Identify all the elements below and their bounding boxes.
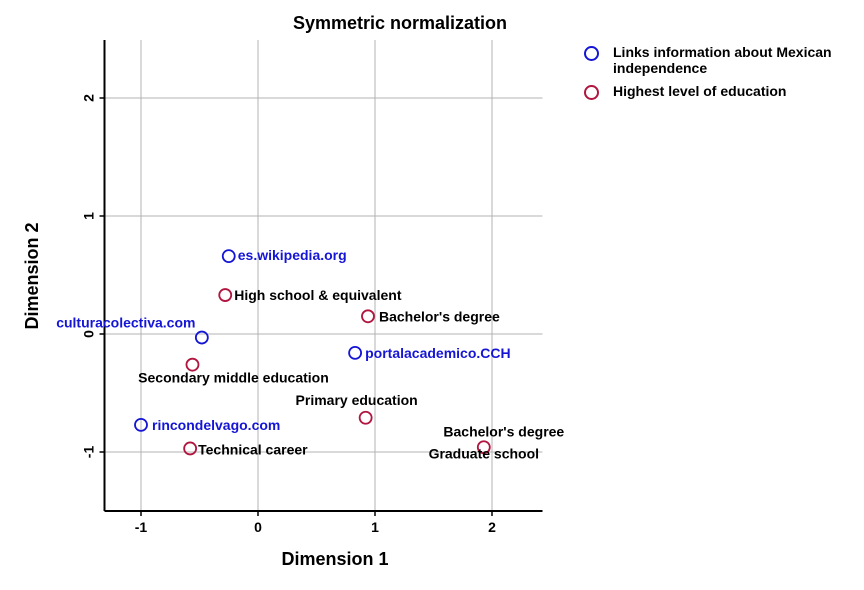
data-label: High school & equivalent [234, 287, 402, 303]
legend-label-links: Links information about Mexican independ… [613, 44, 832, 76]
axes [99, 40, 543, 516]
data-point [358, 410, 373, 425]
chart-title: Symmetric normalization [293, 13, 507, 33]
data-label: portalacademico.CCH [365, 345, 510, 361]
data-point [476, 440, 491, 455]
circle-marker-icon [584, 85, 599, 100]
data-point [183, 441, 198, 456]
data-label: Graduate school [429, 445, 539, 461]
y-tick-label: 1 [81, 212, 97, 220]
data-points: es.wikipedia.org culturacolectiva.com port… [56, 247, 564, 461]
legend-item-links: Links information about Mexican independ… [584, 44, 864, 76]
grid-lines [104, 40, 543, 511]
y-tick-label: -1 [81, 446, 97, 459]
data-label: Technical career [198, 441, 308, 457]
legend: Links information about Mexican independ… [584, 44, 864, 102]
x-axis-title: Dimension 1 [281, 549, 388, 569]
data-point [218, 288, 233, 302]
y-axis-title: Dimension 2 [22, 222, 42, 329]
x-tick-label: -1 [135, 519, 148, 535]
x-tick-label: 0 [254, 519, 262, 535]
tick-labels: -1 0 1 2 -1 0 1 2 [81, 94, 497, 535]
circle-marker-icon [584, 46, 599, 61]
data-label: es.wikipedia.org [238, 247, 347, 263]
data-point [361, 309, 375, 324]
legend-item-education: Highest level of education [584, 83, 864, 100]
data-label: culturacolectiva.com [56, 315, 195, 331]
y-tick-label: 2 [81, 94, 97, 102]
x-tick-label: 2 [488, 519, 496, 535]
data-label: Bachelor's degree [443, 423, 564, 439]
y-tick-label: 0 [81, 330, 97, 338]
data-label: Primary education [296, 392, 418, 408]
data-label: rincondelvago.com [152, 417, 280, 433]
data-point [194, 330, 209, 345]
data-point [221, 249, 236, 264]
data-label: Bachelor's degree [379, 308, 500, 324]
x-tick-label: 1 [371, 519, 379, 535]
data-point [185, 357, 200, 372]
data-point [348, 345, 363, 360]
data-point [134, 417, 148, 432]
legend-label-education: Highest level of education [613, 83, 787, 99]
data-label: Secondary middle education [138, 370, 329, 386]
